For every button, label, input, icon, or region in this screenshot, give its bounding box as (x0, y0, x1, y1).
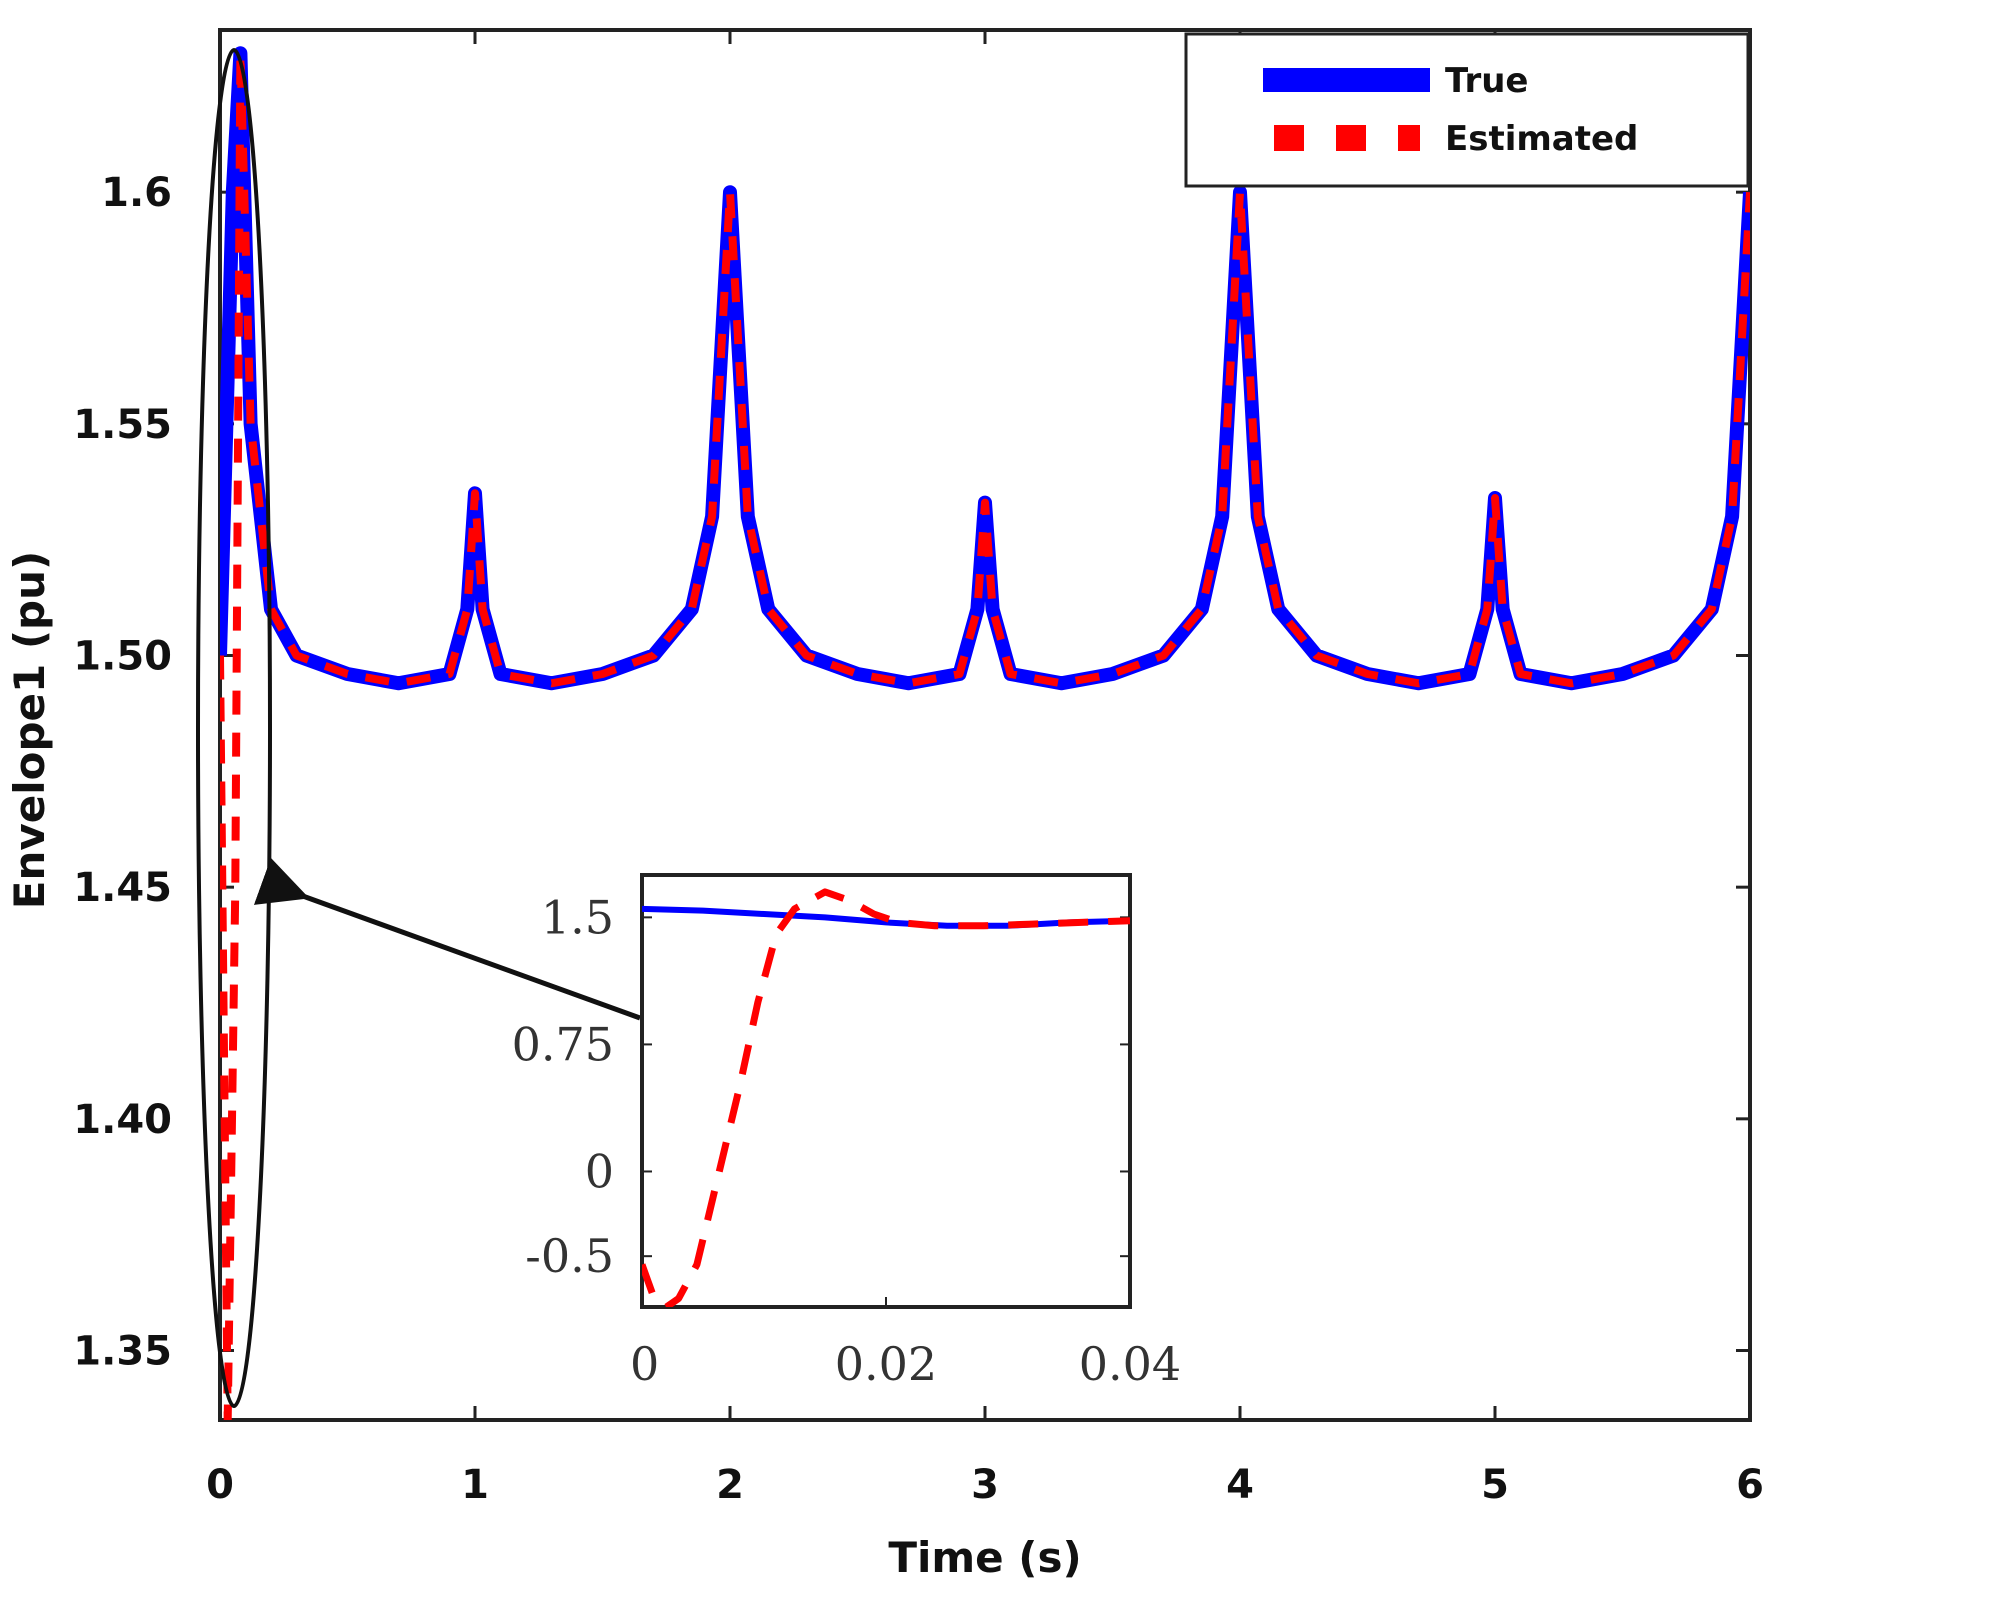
y-tick-group: 1.351.401.451.501.551.6 (73, 170, 1750, 1375)
series-estimated-line (220, 49, 1750, 1420)
inset-x-tick-label: 0 (630, 1337, 659, 1391)
y-tick-label: 1.40 (73, 1097, 172, 1143)
main-series-group (220, 46, 1750, 1420)
y-tick-label: 1.6 (101, 170, 172, 216)
zoom-annotation (196, 48, 641, 1408)
legend-estimated-label: Estimated (1445, 119, 1638, 159)
x-tick-label: 5 (1481, 1462, 1509, 1508)
zoom-arrow (253, 857, 641, 1021)
inset-y-tick-label: 0 (585, 1144, 614, 1198)
inset-series-estimated-line (642, 888, 1130, 1307)
legend-box (1184, 32, 1750, 188)
inset-axes: 0 0.02 0.04 -0.5 0 0.75 1.5 (512, 873, 1181, 1391)
zoom-ellipse (196, 48, 272, 1408)
y-tick-label: 1.35 (73, 1329, 172, 1375)
inset-x-tick-label: 0.04 (1079, 1337, 1181, 1391)
inset-y-tick-group: -0.5 0 0.75 1.5 (512, 890, 1130, 1283)
inset-series-true-line (642, 905, 1130, 929)
inset-plot-frame (640, 873, 1132, 1309)
x-tick-label: 0 (206, 1462, 234, 1508)
x-tick-label: 4 (1226, 1462, 1254, 1508)
x-tick-group: 0 1 2 3 4 5 6 (206, 30, 1764, 1508)
inset-y-tick-label: -0.5 (525, 1229, 614, 1283)
y-tick-label: 1.50 (73, 634, 172, 680)
legend: True Estimated (1184, 32, 1750, 188)
y-axis-title: Envelope1 (pu) (5, 551, 54, 909)
x-tick-label: 6 (1736, 1462, 1764, 1508)
inset-y-tick-label: 1.5 (541, 890, 614, 944)
y-tick-label: 1.45 (73, 865, 172, 911)
inset-series-group (642, 888, 1130, 1307)
x-tick-label: 3 (971, 1462, 999, 1508)
inset-x-tick-label: 0.02 (835, 1337, 937, 1391)
x-tick-label: 1 (461, 1462, 489, 1508)
inset-x-tick-group: 0 0.02 0.04 (630, 1297, 1181, 1391)
legend-true-label: True (1445, 61, 1529, 101)
y-tick-label: 1.55 (73, 402, 172, 448)
x-tick-label: 2 (716, 1462, 744, 1508)
inset-y-tick-label: 0.75 (512, 1017, 614, 1071)
x-axis-title: Time (s) (888, 1533, 1081, 1582)
